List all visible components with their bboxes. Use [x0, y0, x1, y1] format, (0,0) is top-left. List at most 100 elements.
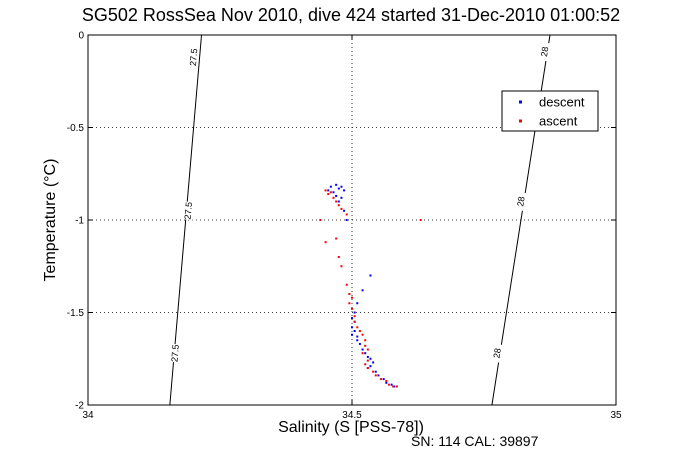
y-axis-ticks: 0 -0.5 -1 -1.5 -2: [67, 31, 616, 412]
legend-label-descent: descent: [539, 95, 585, 110]
legend-box: [501, 90, 599, 132]
descent-point-18: [351, 326, 353, 329]
descent-point-0: [329, 185, 332, 188]
legend-label-ascent: ascent: [539, 114, 578, 129]
descent-point-11: [345, 219, 348, 221]
legend-marker-descent: [519, 100, 522, 104]
legend-marker-ascent: [519, 119, 522, 123]
descent-point-16: [351, 317, 353, 320]
isopycnal-label-bg-0-0: [187, 47, 200, 67]
descent-point-5: [337, 187, 340, 190]
descent-point-3: [327, 189, 330, 192]
descent-point-31: [374, 370, 377, 373]
footer-calibration: SN: 114 CAL: 39897: [411, 433, 539, 449]
ascent-point-27: [366, 359, 369, 362]
ascent-point-6: [340, 207, 343, 210]
descent-point-27: [369, 357, 372, 360]
isopycnal-label-1-0: 28: [539, 46, 550, 57]
isopycnal-label-bg-1-0: [538, 41, 552, 62]
descent-point-34: [385, 381, 388, 384]
descent-point-21: [356, 335, 359, 338]
y-tick-label-4: -2: [75, 401, 84, 412]
ascent-point-7: [345, 213, 348, 216]
descent-point-25: [364, 352, 367, 355]
descent-point-22: [356, 339, 359, 342]
ascent-point-1: [329, 191, 332, 194]
ascent-point-12: [340, 265, 343, 268]
descent-point-35: [390, 383, 393, 386]
isopycnal-label-bg-0-1: [182, 201, 195, 221]
isopycnal-contours: 27.5 27.5 27.5 28 28 28: [169, 34, 552, 406]
descent-point-26: [366, 355, 369, 358]
ascent-point-33: [385, 379, 388, 382]
isopycnal-label-0-2: 27.5: [169, 344, 180, 362]
descent-point-23: [358, 342, 361, 345]
isopycnal-line-0: [169, 34, 203, 406]
ascent-point-22: [361, 333, 364, 336]
isopycnal-label-1-2: 28: [491, 347, 502, 358]
y-tick-label-0: 0: [78, 31, 84, 42]
ascent-point-13: [345, 283, 348, 286]
grid: [88, 35, 616, 405]
ascent-point-24: [364, 344, 367, 347]
ascent-point-31: [374, 374, 377, 377]
descent-point-7: [335, 194, 338, 197]
descent-point-19: [353, 330, 356, 332]
ascent-point-30: [372, 370, 375, 373]
y-axis-label: Temperature (°C): [42, 159, 59, 282]
ascent-point-25: [366, 348, 369, 351]
descent-point-6: [343, 189, 346, 192]
ascent-point-35: [392, 385, 395, 388]
descent-point-36: [393, 385, 396, 388]
x-tick-label-0: 34: [82, 410, 94, 421]
ascent-point-36: [395, 385, 398, 388]
descent-point-2: [340, 185, 343, 188]
descent-point-10: [343, 209, 346, 212]
ascent-point-16: [348, 302, 351, 305]
ascent-point-4: [335, 200, 338, 203]
descent-point-8: [340, 196, 343, 199]
descent-point-32: [377, 374, 380, 377]
x-tick-label-1: 34.5: [342, 410, 362, 421]
ascent-point-18: [353, 315, 356, 318]
x-axis-ticks: 34 34.5 35: [82, 35, 622, 421]
y-tick-label-2: -1: [75, 216, 84, 227]
descent-point-15: [353, 311, 356, 314]
x-tick-label-2: 35: [610, 410, 622, 421]
ascent-point-10: [324, 241, 327, 244]
descent-point-4: [332, 191, 335, 194]
descent-point-1: [335, 183, 338, 186]
ascent-point-29: [366, 367, 369, 369]
x-axis-label: Salinity (S [PSS-78]): [278, 419, 424, 436]
legend: descent ascent: [501, 90, 599, 132]
descent-point-24: [361, 348, 364, 351]
ascent-point-21: [358, 330, 361, 332]
ascent-point-0: [324, 189, 327, 192]
isopycnal-label-0-1: 27.5: [183, 202, 194, 220]
isopycnal-label-bg-0-2: [169, 343, 181, 363]
y-tick-label-3: -1.5: [67, 308, 85, 319]
ascent-point-15: [351, 296, 353, 299]
ascent-point-9: [335, 237, 338, 240]
ascent-point-20: [356, 326, 359, 329]
ascent-point-17: [351, 307, 353, 310]
isopycnal-label-bg-1-1: [514, 191, 528, 212]
descent-point-33: [382, 378, 385, 381]
ascent-point-23: [364, 339, 367, 342]
descent-point-20: [351, 333, 353, 336]
ascent-point-34: [387, 383, 390, 386]
descent-point-14: [356, 302, 359, 305]
descent-point-12: [369, 274, 372, 277]
data-points: [319, 183, 422, 388]
ascent-point-14: [348, 293, 351, 295]
isopycnal-label-bg-1-2: [490, 343, 504, 363]
isopycnal-label-0-0: 27.5: [188, 48, 199, 66]
ascent-point-3: [332, 196, 335, 199]
ascent-point-32: [380, 378, 383, 381]
isopycnal-label-1-1: 28: [515, 196, 526, 207]
descent-point-13: [361, 289, 364, 292]
chart-title: SG502 RossSea Nov 2010, dive 424 started…: [82, 5, 620, 25]
descent-point-9: [337, 200, 340, 203]
ascent-point-19: [353, 320, 356, 323]
